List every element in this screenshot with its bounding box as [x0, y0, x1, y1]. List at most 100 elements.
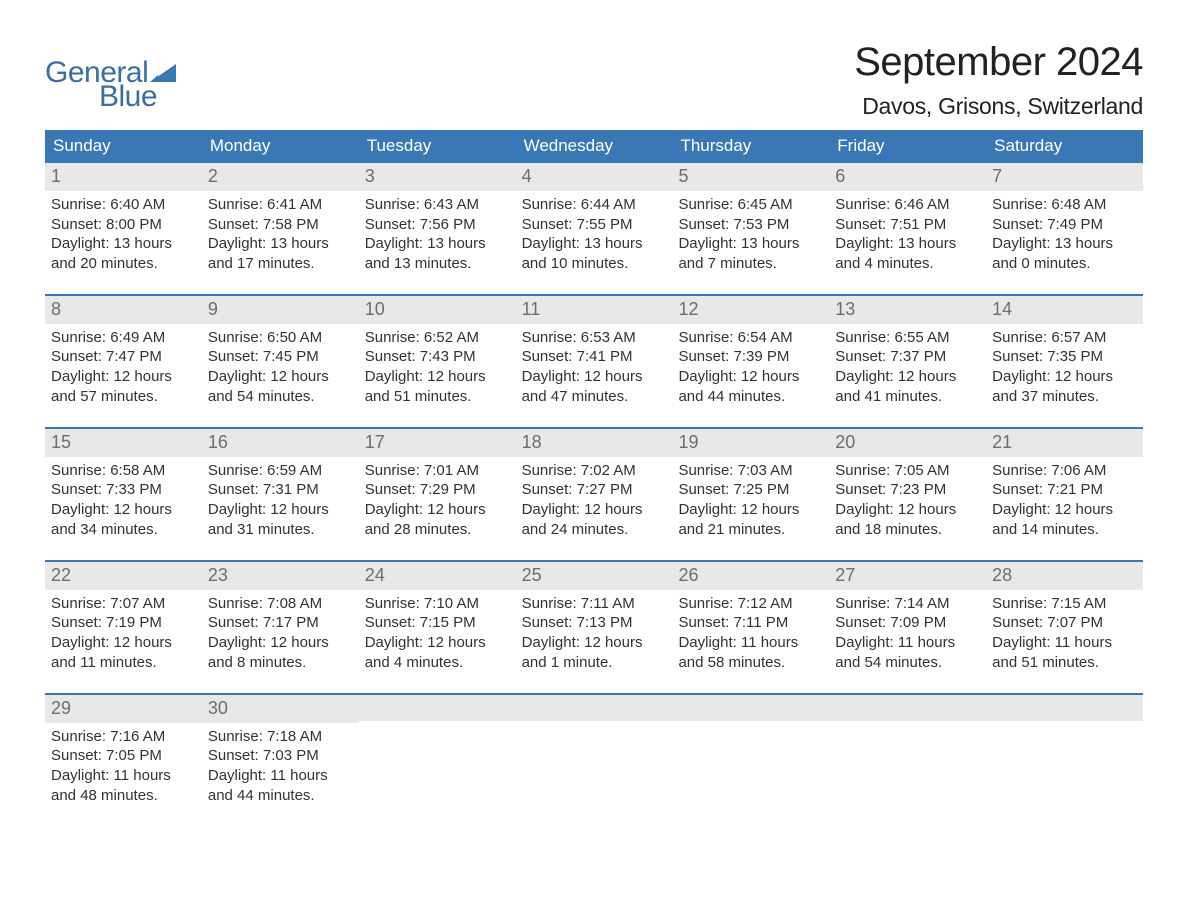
day-d2: and 54 minutes. [208, 387, 353, 407]
day-sunset: Sunset: 7:11 PM [678, 613, 823, 633]
day-sunrise: Sunrise: 7:03 AM [678, 461, 823, 481]
day-sunrise: Sunrise: 6:44 AM [522, 195, 667, 215]
day-sunrise: Sunrise: 7:14 AM [835, 594, 980, 614]
day-d1: Daylight: 12 hours [365, 367, 510, 387]
calendar-day: 11Sunrise: 6:53 AMSunset: 7:41 PMDayligh… [516, 296, 673, 409]
daynum-row: 27 [829, 562, 986, 590]
day-d2: and 13 minutes. [365, 254, 510, 274]
day-d2: and 20 minutes. [51, 254, 196, 274]
calendar-day [672, 695, 829, 808]
day-sunrise: Sunrise: 6:54 AM [678, 328, 823, 348]
day-sunset: Sunset: 7:47 PM [51, 347, 196, 367]
day-d1: Daylight: 12 hours [678, 500, 823, 520]
day-body: Sunrise: 7:18 AMSunset: 7:03 PMDaylight:… [202, 723, 359, 808]
day-body: Sunrise: 6:53 AMSunset: 7:41 PMDaylight:… [516, 324, 673, 409]
daynum-row: 11 [516, 296, 673, 324]
day-sunset: Sunset: 7:19 PM [51, 613, 196, 633]
day-d2: and 7 minutes. [678, 254, 823, 274]
day-body: Sunrise: 7:02 AMSunset: 7:27 PMDaylight:… [516, 457, 673, 542]
day-d1: Daylight: 11 hours [208, 766, 353, 786]
day-d1: Daylight: 11 hours [51, 766, 196, 786]
calendar-day: 3 Sunrise: 6:43 AMSunset: 7:56 PMDaylight… [359, 163, 516, 276]
day-sunrise: Sunrise: 7:11 AM [522, 594, 667, 614]
day-sunrise: Sunrise: 6:49 AM [51, 328, 196, 348]
day-body: Sunrise: 6:55 AMSunset: 7:37 PMDaylight:… [829, 324, 986, 409]
calendar-day: 15 Sunrise: 6:58 AMSunset: 7:33 PMDayligh… [45, 429, 202, 542]
calendar-day: 30 Sunrise: 7:18 AMSunset: 7:03 PMDayligh… [202, 695, 359, 808]
day-d2: and 18 minutes. [835, 520, 980, 540]
day-number: 30 [208, 698, 228, 718]
location: Davos, Grisons, Switzerland [854, 93, 1143, 120]
daynum-row: 29 [45, 695, 202, 723]
day-d2: and 1 minute. [522, 653, 667, 673]
day-sunrise: Sunrise: 7:12 AM [678, 594, 823, 614]
calendar-week: 15 Sunrise: 6:58 AMSunset: 7:33 PMDayligh… [45, 427, 1143, 542]
day-number: 13 [835, 299, 855, 319]
day-number: 18 [522, 432, 542, 452]
daynum-row [829, 695, 986, 721]
calendar-day: 19Sunrise: 7:03 AMSunset: 7:25 PMDayligh… [672, 429, 829, 542]
calendar-day: 13 Sunrise: 6:55 AMSunset: 7:37 PMDayligh… [829, 296, 986, 409]
day-body [672, 721, 829, 801]
day-d2: and 4 minutes. [365, 653, 510, 673]
calendar-week: 8 Sunrise: 6:49 AMSunset: 7:47 PM Daylight… [45, 294, 1143, 409]
day-sunrise: Sunrise: 6:53 AM [522, 328, 667, 348]
day-sunrise: Sunrise: 6:52 AM [365, 328, 510, 348]
day-sunrise: Sunrise: 6:41 AM [208, 195, 353, 215]
day-d1: Daylight: 12 hours [992, 367, 1137, 387]
day-sunrise: Sunrise: 7:01 AM [365, 461, 510, 481]
day-number: 8 [51, 299, 61, 319]
day-sunset: Sunset: 7:33 PM [51, 480, 196, 500]
day-sunrise: Sunrise: 7:07 AM [51, 594, 196, 614]
calendar-day: 7Sunrise: 6:48 AMSunset: 7:49 PMDaylight… [986, 163, 1143, 276]
calendar-day: 16Sunrise: 6:59 AMSunset: 7:31 PMDayligh… [202, 429, 359, 542]
day-number: 3 [365, 166, 375, 186]
day-d2: and 58 minutes. [678, 653, 823, 673]
day-d1: Daylight: 12 hours [51, 633, 196, 653]
day-d2: and 31 minutes. [208, 520, 353, 540]
daynum-row: 10 [359, 296, 516, 324]
day-d1: Daylight: 12 hours [208, 367, 353, 387]
day-sunrise: Sunrise: 6:48 AM [992, 195, 1137, 215]
day-sunset: Sunset: 7:39 PM [678, 347, 823, 367]
day-body: Sunrise: 7:01 AMSunset: 7:29 PMDaylight:… [359, 457, 516, 542]
day-number: 15 [51, 432, 71, 452]
day-d1: Daylight: 12 hours [835, 367, 980, 387]
day-sunset: Sunset: 7:25 PM [678, 480, 823, 500]
day-sunrise: Sunrise: 7:18 AM [208, 727, 353, 747]
day-sunrise: Sunrise: 7:02 AM [522, 461, 667, 481]
day-body: Sunrise: 7:08 AMSunset: 7:17 PMDaylight:… [202, 590, 359, 675]
day-d2: and 47 minutes. [522, 387, 667, 407]
day-body [829, 721, 986, 801]
day-body: Sunrise: 6:44 AMSunset: 7:55 PMDaylight:… [516, 191, 673, 276]
daynum-row: 20 [829, 429, 986, 457]
day-sunrise: Sunrise: 6:45 AM [678, 195, 823, 215]
day-sunset: Sunset: 7:21 PM [992, 480, 1137, 500]
calendar-week: 22Sunrise: 7:07 AMSunset: 7:19 PMDayligh… [45, 560, 1143, 675]
day-sunset: Sunset: 7:37 PM [835, 347, 980, 367]
day-body: Sunrise: 6:58 AMSunset: 7:33 PMDaylight:… [45, 457, 202, 542]
calendar-day [359, 695, 516, 808]
calendar-day: 5Sunrise: 6:45 AMSunset: 7:53 PMDaylight… [672, 163, 829, 276]
day-body: Sunrise: 7:07 AMSunset: 7:19 PMDaylight:… [45, 590, 202, 675]
daynum-row: 14 [986, 296, 1143, 324]
day-body: Sunrise: 6:50 AMSunset: 7:45 PMDaylight:… [202, 324, 359, 409]
day-sunrise: Sunrise: 7:10 AM [365, 594, 510, 614]
daynum-row: 24 [359, 562, 516, 590]
day-sunset: Sunset: 7:05 PM [51, 746, 196, 766]
day-body [516, 721, 673, 801]
day-body [359, 721, 516, 801]
day-d1: Daylight: 11 hours [835, 633, 980, 653]
calendar-day: 1Sunrise: 6:40 AMSunset: 8:00 PMDaylight… [45, 163, 202, 276]
day-d1: Daylight: 11 hours [678, 633, 823, 653]
day-d1: Daylight: 12 hours [365, 500, 510, 520]
calendar-day: 26Sunrise: 7:12 AMSunset: 7:11 PMDayligh… [672, 562, 829, 675]
day-body: Sunrise: 6:43 AMSunset: 7:56 PMDaylight:… [359, 191, 516, 276]
day-number: 21 [992, 432, 1012, 452]
brand-logo: General Blue [45, 40, 176, 112]
day-d2: and 57 minutes. [51, 387, 196, 407]
day-number: 28 [992, 565, 1012, 585]
calendar-day: 23Sunrise: 7:08 AMSunset: 7:17 PMDayligh… [202, 562, 359, 675]
calendar-day [516, 695, 673, 808]
day-d1: Daylight: 12 hours [208, 633, 353, 653]
